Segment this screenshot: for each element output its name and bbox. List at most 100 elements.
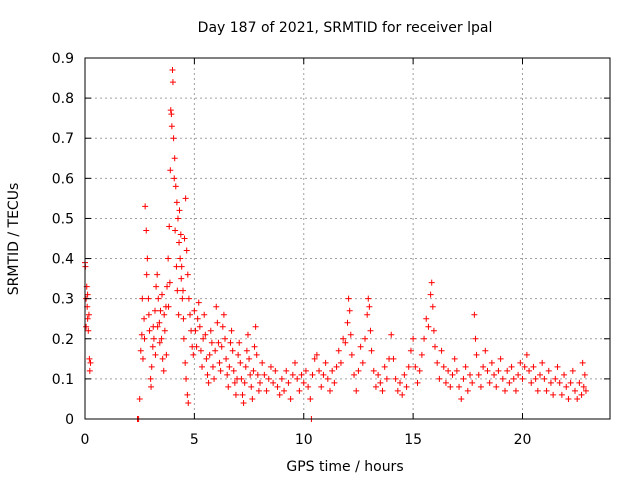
- data-point: [539, 359, 546, 366]
- data-point: [579, 359, 586, 366]
- y-tick-label: 0.6: [52, 171, 74, 187]
- data-point: [183, 247, 190, 254]
- data-point: [255, 387, 262, 394]
- data-point: [331, 379, 338, 386]
- data-point: [510, 375, 517, 382]
- data-point: [329, 367, 336, 374]
- data-point: [223, 355, 230, 362]
- data-point: [265, 375, 272, 382]
- data-point: [327, 387, 333, 394]
- data-point: [403, 383, 410, 390]
- data-point: [187, 311, 193, 318]
- data-point: [379, 387, 386, 394]
- data-point: [232, 391, 239, 398]
- data-point: [423, 315, 430, 322]
- data-point: [238, 375, 245, 382]
- data-point: [150, 335, 157, 342]
- data-point: [173, 263, 180, 270]
- data-point: [447, 383, 454, 390]
- y-tick-label: 0.5: [52, 211, 74, 227]
- data-point: [365, 295, 372, 302]
- data-point: [213, 303, 220, 310]
- data-point: [143, 271, 150, 278]
- data-point: [157, 307, 164, 314]
- data-point: [141, 335, 148, 342]
- data-point: [302, 367, 309, 374]
- data-point: [144, 255, 151, 262]
- data-point: [237, 359, 244, 366]
- data-point: [581, 371, 588, 378]
- data-point: [257, 379, 263, 386]
- data-point: [523, 351, 530, 358]
- data-point: [204, 371, 211, 378]
- data-point: [170, 135, 177, 142]
- data-point: [347, 331, 354, 338]
- data-point: [251, 343, 258, 350]
- data-point: [357, 343, 364, 350]
- data-point: [171, 155, 178, 162]
- data-point: [224, 371, 231, 378]
- data-point: [342, 339, 349, 346]
- y-tick-label: 0: [65, 412, 74, 428]
- data-point: [512, 387, 519, 394]
- data-point: [159, 355, 166, 362]
- data-point: [311, 355, 318, 362]
- data-point: [335, 347, 342, 354]
- data-point: [397, 379, 403, 386]
- data-point: [486, 379, 493, 386]
- y-tick-label: 0.3: [52, 292, 74, 308]
- data-point: [399, 391, 406, 398]
- data-point: [248, 383, 255, 390]
- data-point: [139, 355, 146, 362]
- data-point: [427, 291, 434, 298]
- data-point: [471, 311, 478, 318]
- data-point: [460, 375, 467, 382]
- y-tick-label: 0.2: [52, 332, 74, 348]
- data-point: [367, 327, 374, 334]
- data-point: [469, 379, 476, 386]
- data-point: [428, 279, 435, 286]
- data-point: [480, 363, 487, 370]
- data-point: [366, 303, 373, 310]
- data-point: [453, 367, 460, 374]
- data-point: [222, 335, 228, 342]
- data-point: [508, 363, 515, 370]
- data-point: [163, 351, 170, 358]
- data-point: [252, 323, 259, 330]
- data-point: [259, 359, 266, 366]
- data-point: [156, 339, 163, 346]
- data-point: [530, 363, 537, 370]
- data-point: [153, 283, 160, 290]
- data-point: [180, 335, 187, 342]
- data-point: [167, 107, 174, 114]
- data-point: [190, 351, 197, 358]
- data-point: [242, 363, 249, 370]
- data-point: [353, 387, 360, 394]
- data-point: [83, 323, 90, 330]
- data-point: [181, 235, 188, 242]
- data-point: [87, 359, 94, 366]
- data-point: [576, 379, 583, 386]
- data-point: [552, 375, 559, 382]
- data-point: [318, 383, 325, 390]
- data-point: [582, 387, 589, 394]
- data-point: [228, 327, 235, 334]
- data-point: [171, 175, 178, 182]
- data-point: [563, 383, 570, 390]
- data-point: [333, 363, 340, 370]
- data-point: [497, 355, 504, 362]
- data-point: [370, 367, 377, 374]
- data-point: [172, 183, 179, 190]
- data-point: [267, 363, 274, 370]
- data-point: [472, 335, 479, 342]
- data-point: [176, 207, 183, 214]
- y-tick-label: 0.4: [52, 252, 74, 268]
- data-point: [491, 371, 498, 378]
- chart-title: Day 187 of 2021, SRMTID for receiver lpa…: [198, 20, 493, 36]
- data-point: [161, 327, 168, 334]
- data-point: [254, 371, 261, 378]
- data-point: [567, 379, 574, 386]
- data-point: [381, 363, 388, 370]
- data-point: [292, 359, 298, 366]
